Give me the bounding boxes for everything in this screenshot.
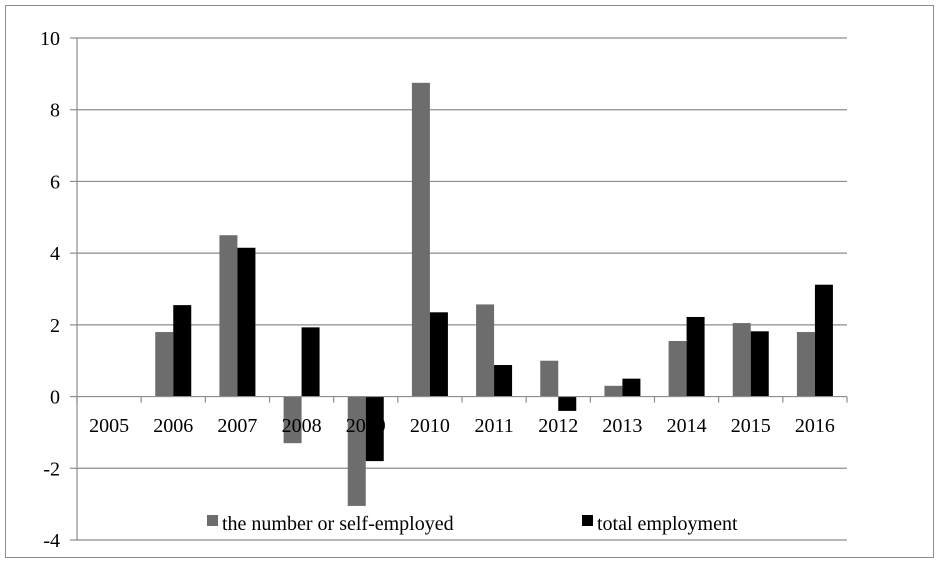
y-tick-label: -4 [43, 530, 60, 552]
x-category-label: 2015 [731, 415, 771, 437]
axes [70, 37, 848, 541]
bar-self-employed-2016 [796, 332, 815, 397]
bar-total-employment-2010 [429, 312, 448, 397]
x-category-label: 2011 [474, 415, 513, 437]
bar-total-employment-2016 [814, 284, 833, 397]
x-category-label: 2010 [410, 415, 450, 437]
bar-self-employed-2015 [732, 323, 751, 397]
bar-total-employment-2006 [173, 305, 192, 397]
bar-total-employment-2009 [365, 396, 384, 462]
bars [155, 82, 833, 506]
legend-swatch-total-employment [582, 515, 593, 526]
x-category-label: 2013 [602, 415, 642, 437]
x-category-label: 2014 [667, 415, 707, 437]
legend-label-total-employment: total employment [597, 513, 738, 535]
bar-total-employment-2011 [494, 365, 513, 397]
x-category-label: 2009 [346, 415, 386, 437]
x-category-label: 2007 [217, 415, 257, 437]
bar-self-employed-2012 [540, 360, 559, 397]
bar-total-employment-2014 [686, 316, 705, 397]
y-axis-tick-labels: -4 -2 0 2 4 6 8 10 [40, 28, 60, 552]
bar-total-employment-2015 [750, 331, 769, 397]
y-tick-label: 8 [50, 100, 60, 122]
x-category-label: 2006 [153, 415, 193, 437]
bar-self-employed-2007 [219, 235, 238, 397]
x-category-label: 2008 [282, 415, 322, 437]
x-axis-category-labels: 2005 2006 2007 2008 2009 2010 2011 2012 2013 2014… [89, 415, 835, 437]
chart-frame [5, 5, 934, 558]
bar-self-employed-2014 [668, 340, 687, 397]
y-tick-label: 6 [50, 171, 60, 193]
bar-self-employed-2011 [476, 304, 495, 397]
y-tick-label: -2 [43, 458, 60, 480]
bar-self-employed-2009 [347, 396, 366, 506]
legend-label-self-employed: the number or self-employed [222, 513, 454, 535]
legend-swatch-self-employed [207, 515, 218, 526]
y-tick-label: 10 [40, 28, 60, 50]
y-tick-label: 0 [50, 387, 60, 409]
legend: the number or self-employed total employm… [207, 513, 738, 535]
bar-total-employment-2012 [558, 396, 577, 411]
y-tick-label: 2 [50, 315, 60, 337]
bar-self-employed-2013 [604, 385, 623, 397]
x-category-label: 2012 [538, 415, 578, 437]
x-category-label: 2005 [89, 415, 129, 437]
bar-total-employment-2007 [237, 247, 256, 397]
bar-self-employed-2006 [155, 332, 174, 397]
x-category-label: 2016 [795, 415, 835, 437]
bar-total-employment-2013 [622, 378, 641, 397]
gridlines [77, 37, 847, 541]
bar-total-employment-2008 [301, 327, 320, 397]
y-tick-label: 4 [50, 243, 60, 265]
bar-self-employed-2010 [411, 82, 430, 397]
bar-self-employed-2008 [283, 396, 302, 444]
